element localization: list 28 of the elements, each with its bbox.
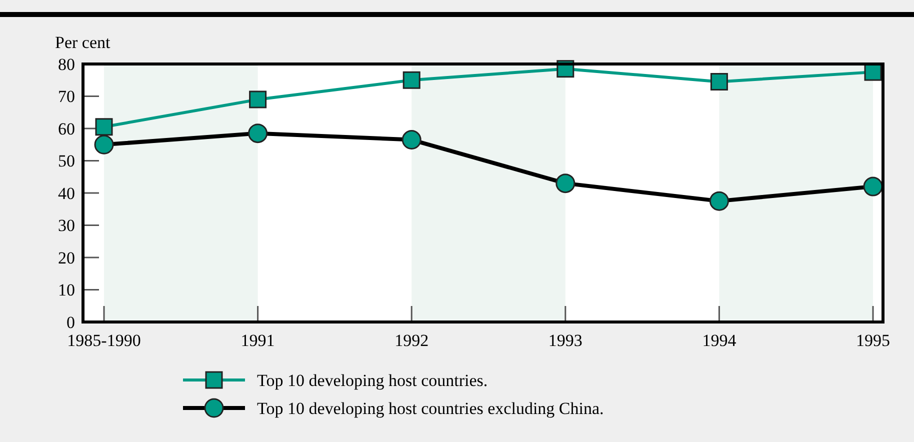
y-axis-title: Per cent — [55, 33, 110, 52]
x-tick-label: 1991 — [240, 331, 275, 350]
point — [248, 124, 268, 144]
x-tick-label: 1994 — [702, 331, 737, 350]
point — [94, 134, 114, 154]
point — [556, 174, 576, 194]
y-tick-label: 20 — [58, 248, 75, 268]
y-tick-label: 70 — [58, 87, 75, 106]
y-tick-label: 30 — [58, 216, 75, 236]
point — [710, 72, 728, 90]
point — [249, 90, 267, 108]
y-tick-label: 80 — [58, 54, 75, 74]
point — [402, 130, 422, 150]
x-tick-label: 1995 — [856, 331, 890, 350]
point — [402, 71, 420, 89]
point — [863, 176, 883, 196]
y-tick-label: 40 — [58, 184, 75, 203]
legend-label: Top 10 developing host countries excluding China. — [257, 398, 604, 418]
x-tick-label: 1985-1990 — [67, 331, 141, 350]
point — [709, 191, 729, 211]
x-tick-label: 1993 — [548, 331, 582, 350]
legend-label: Top 10 developing host countries. — [257, 370, 488, 390]
y-tick-label: 0 — [66, 312, 75, 332]
y-tick-label: 60 — [58, 119, 75, 138]
y-tick-label: 10 — [58, 280, 75, 300]
x-tick-label: 1992 — [394, 331, 429, 350]
point — [95, 118, 113, 136]
y-tick-label: 50 — [58, 152, 75, 171]
